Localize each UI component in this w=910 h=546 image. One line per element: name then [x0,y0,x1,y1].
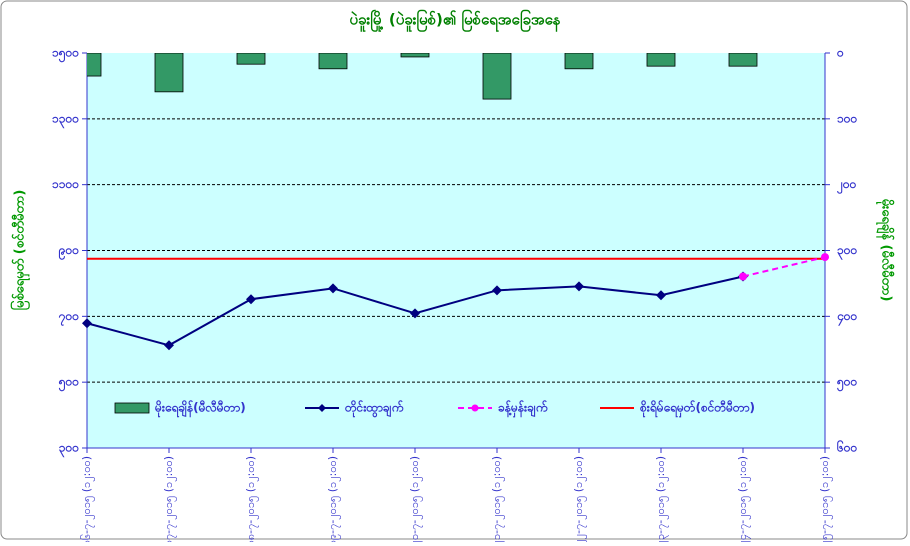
marker [656,290,666,301]
legend-label: မိုးရေချိန်(မီလီမီတာ) [154,399,246,419]
y2-tick-label: ၁၀၀ [837,111,858,125]
bar [154,53,184,93]
y2-tick-label: ၂၀၀ [836,177,857,195]
y2-axis-title: မိုးရေချိန် (မီလီမီတာ) [876,199,896,302]
x-tick-label: ၂၃-၇-၂၀၁၅ (၁၂:၀၀) [654,456,669,542]
y2-tick-label: ၀ [836,46,844,60]
y2-tick-label: ၅၀၀ [836,375,858,393]
marker [492,285,502,296]
bar [236,53,266,65]
marker [246,294,256,305]
y-axis-title: မြစ်ရေမှတ် (စင်တီမီတာ) [10,190,31,311]
legend-marker [318,404,326,412]
x-tick-label: ၁၆-၇-၂၀၁၅ (၁၂:၀၀) [80,456,95,542]
marker [410,308,420,319]
x-tick-label: ၂၅-၇-၂၀၁၅ (၁၂:၀၀) [818,456,833,542]
marker [574,281,584,292]
legend-swatch [114,402,150,414]
x-tick-label: ၂၀-၇-၂၀၁၅ (၁၂:၀၀) [408,456,423,542]
x-tick-label: ၂၁-၇-၂၀၁၅ (၁၂:၀၀) [490,456,505,542]
x-tick-label: ၂၄-၇-၂၀၁၅ (၁၂:၀၀) [736,456,751,542]
marker [328,283,338,294]
marker [739,272,747,281]
marker [821,253,829,262]
y2-tick-label: ၄၀၀ [836,309,858,327]
y-tick-label: ၉၀၀ [58,243,80,261]
bar [728,53,758,67]
y-tick-label: ၁၅၀၀ [52,46,79,64]
x-tick-label: ၁၉-၇-၂၀၁၅ (၁၂:၀၀) [326,456,341,542]
bar [646,53,676,67]
bar [400,53,430,58]
marker [82,318,92,329]
y-tick-label: ၁၁၀၀ [52,177,79,191]
legend-label: တိုင်းထွာချက် [344,399,404,419]
bar [318,53,348,70]
y-tick-label: ၃၀၀ [59,441,80,459]
y-tick-label: ၇၀၀ [58,309,80,327]
bar [482,53,512,100]
y-tick-label: ၅၀၀ [58,375,80,393]
y2-tick-label: ၆၀၀ [836,439,858,455]
legend-label: စိုးရိမ်ရေမှတ်(စင်တီမီတာ) [639,399,755,419]
bar [564,53,594,70]
x-tick-label: ၁၇-၇-၂၀၁၅ (၁၂:၀၀) [162,456,177,542]
x-tick-label: ၂၂-၇-၂၀၁၅ (၁၂:၀၀) [572,456,587,542]
marker [164,340,174,351]
legend-marker [471,404,479,412]
y-tick-label: ၁၃၀၀ [52,111,79,129]
bar [87,53,102,77]
y2-tick-label: ၃၀၀ [837,243,858,261]
legend-label: ခန့်မှန်းချက် [498,399,548,419]
x-tick-label: ၁၈-၇-၂၀၁၅ (၁၂:၀၀) [244,456,259,542]
line [742,256,826,278]
